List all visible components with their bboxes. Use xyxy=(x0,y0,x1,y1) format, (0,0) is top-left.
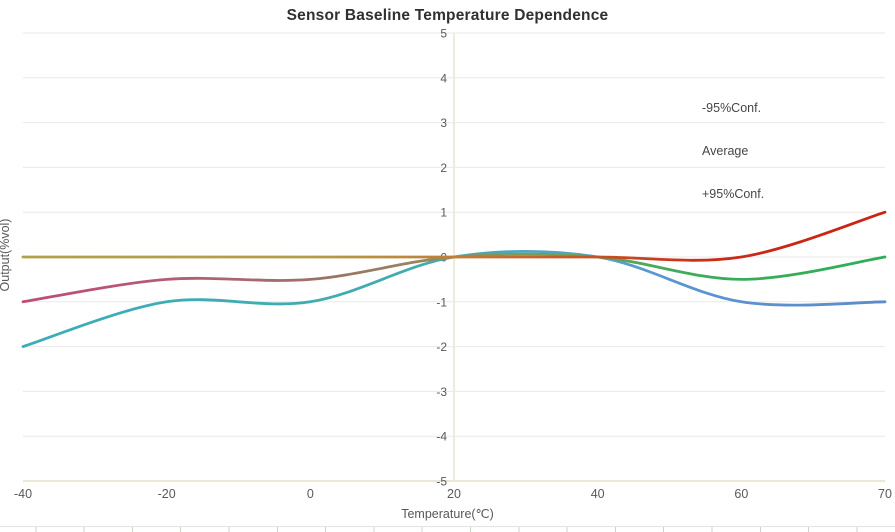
y-tick-label: -4 xyxy=(436,430,447,444)
series-line-2 xyxy=(21,210,887,262)
legend-item-plus95: +95%Conf. xyxy=(666,172,764,215)
y-axis-title: Output(%vol) xyxy=(0,218,12,292)
legend-label-plus95: +95%Conf. xyxy=(702,186,765,201)
y-tick-label: -2 xyxy=(436,340,447,354)
legend: -95%Conf. Average +95%Conf. xyxy=(666,86,764,215)
x-tick-label: 0 xyxy=(307,487,314,501)
y-tick-label: -3 xyxy=(436,385,447,399)
legend-item-minus95: -95%Conf. xyxy=(666,86,764,129)
legend-label-minus95: -95%Conf. xyxy=(702,100,762,115)
y-tick-label: -5 xyxy=(436,475,447,489)
x-tick-label: 40 xyxy=(591,487,605,501)
x-tick-label: 60 xyxy=(734,487,748,501)
x-tick-label: -40 xyxy=(14,487,32,501)
legend-item-average: Average xyxy=(666,129,764,172)
legend-line-swatch-minus95 xyxy=(667,106,695,109)
legend-line-swatch-average xyxy=(667,149,695,152)
x-tick-label: 20 xyxy=(447,487,461,501)
y-tick-label: 3 xyxy=(440,116,447,130)
y-tick-label: 2 xyxy=(440,161,447,175)
chart-title: Sensor Baseline Temperature Dependence xyxy=(286,7,609,24)
legend-label-average: Average xyxy=(702,143,749,158)
y-tick-label: 5 xyxy=(440,27,447,41)
legend-line-swatch-plus95 xyxy=(667,192,695,195)
x-tick-label: 70 xyxy=(878,487,892,501)
x-tick-label: -20 xyxy=(158,487,176,501)
y-tick-label: 1 xyxy=(440,206,447,220)
spreadsheet-grid-edge xyxy=(0,526,895,532)
y-tick-label: -1 xyxy=(436,295,447,309)
x-axis-title: Temperature(℃) xyxy=(401,507,494,521)
y-tick-label: 4 xyxy=(440,71,447,85)
